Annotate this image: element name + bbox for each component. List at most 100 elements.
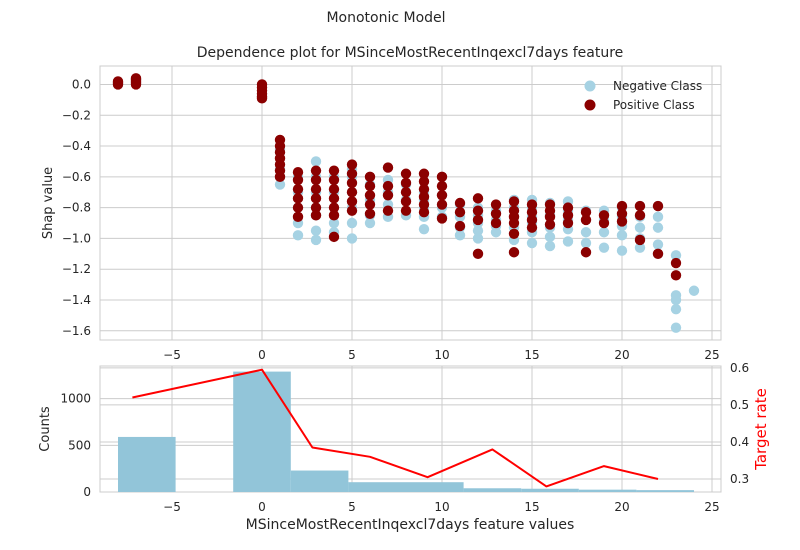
y-tick-label: −0.8 [62, 201, 91, 215]
point-negative-class [418, 223, 430, 235]
point-positive-class [292, 202, 304, 213]
legend-label-positive: Positive Class [613, 98, 695, 112]
point-positive-class [328, 183, 340, 195]
point-positive-class [508, 247, 520, 258]
y2-tick-label: 0.5 [730, 398, 749, 412]
dependence-plot-y-ticks: 0.0 −0.2 −0.4 −0.6 −0.8 −1.0 −1.2 −1.4 −1.6 [62, 77, 91, 337]
point-positive-class [400, 177, 412, 189]
x-tick-label: 25 [704, 500, 719, 514]
x-tick-label: 25 [704, 348, 719, 362]
point-positive-class [328, 210, 340, 221]
point-negative-class [310, 156, 322, 167]
point-positive-class [436, 213, 448, 224]
point-positive-class [652, 248, 664, 259]
point-positive-class [472, 248, 484, 259]
point-positive-class [130, 73, 142, 84]
point-positive-class [328, 165, 340, 176]
point-positive-class [346, 159, 358, 170]
point-positive-class [508, 196, 520, 207]
y-tick-label: −1.6 [62, 324, 91, 338]
point-negative-class [310, 234, 322, 246]
point-negative-class [634, 242, 646, 253]
point-positive-class [418, 168, 430, 179]
x-tick-label: 5 [348, 500, 356, 514]
point-positive-class [112, 76, 124, 87]
point-positive-class [544, 219, 556, 230]
point-positive-class [292, 193, 304, 204]
point-positive-class [598, 217, 610, 229]
point-positive-class [436, 171, 448, 183]
point-positive-class [364, 208, 376, 219]
histogram-bar [348, 482, 406, 492]
target-rate-line-group [132, 368, 659, 488]
point-positive-class [436, 190, 448, 201]
point-positive-class [616, 208, 628, 219]
histogram-bar [636, 490, 694, 492]
point-positive-class [418, 199, 430, 210]
point-positive-class [346, 205, 358, 216]
point-positive-class [454, 197, 466, 209]
point-positive-class [670, 270, 682, 281]
histogram-y-ticks: 0 500 1000 [60, 392, 91, 499]
point-positive-class [400, 187, 412, 198]
point-positive-class [382, 190, 394, 201]
point-positive-class [346, 196, 358, 207]
histogram-bar [578, 489, 637, 492]
point-positive-class [634, 234, 646, 246]
point-negative-class [670, 294, 682, 306]
point-negative-class [490, 227, 502, 238]
point-negative-class [544, 231, 556, 243]
y-tick-label: 0 [83, 485, 91, 499]
point-positive-class [292, 211, 304, 223]
point-positive-class [400, 205, 412, 216]
point-positive-class [616, 200, 628, 212]
point-positive-class [382, 162, 394, 173]
y-tick-label: −1.0 [62, 231, 91, 245]
point-positive-class [526, 222, 538, 233]
point-positive-class [274, 171, 286, 183]
point-negative-class [526, 237, 538, 249]
y-tick-label: 1000 [60, 392, 91, 406]
x-tick-label: 15 [524, 348, 539, 362]
point-positive-class [490, 208, 502, 219]
x-tick-label: 0 [258, 500, 266, 514]
y-tick-label: −1.4 [62, 293, 91, 307]
point-positive-class [472, 193, 484, 204]
point-positive-class [562, 217, 574, 229]
x-tick-label: 15 [524, 500, 539, 514]
point-negative-class [328, 217, 340, 229]
point-negative-class [634, 222, 646, 233]
point-positive-class [598, 210, 610, 221]
x-tick-label: 20 [614, 500, 629, 514]
figure-suptitle: Monotonic Model [326, 10, 445, 26]
y-tick-label: 500 [68, 438, 91, 452]
y2-tick-label: 0.4 [730, 435, 749, 449]
point-positive-class [418, 176, 430, 187]
point-positive-class [580, 247, 592, 258]
histogram-bar [290, 470, 349, 492]
point-positive-class [526, 214, 538, 226]
histogram-bar [521, 488, 579, 492]
point-positive-class [310, 193, 322, 204]
point-positive-class [454, 207, 466, 218]
point-positive-class [544, 211, 556, 223]
point-positive-class [472, 214, 484, 226]
legend-label-negative: Negative Class [613, 79, 702, 93]
y-tick-label: −1.2 [62, 262, 91, 276]
y-tick-label: −0.6 [62, 170, 91, 184]
point-negative-class [670, 304, 682, 315]
histogram-panel: −5 0 5 10 15 20 25 0 500 1000 0.3 0.4 0.5 0.6 Count… [38, 361, 770, 533]
point-positive-class [328, 231, 340, 243]
point-positive-class [526, 199, 538, 210]
point-negative-class [670, 250, 682, 261]
point-positive-class [508, 228, 520, 239]
target-rate-line [132, 368, 659, 488]
point-negative-class [364, 217, 376, 229]
histogram-bar [406, 482, 464, 492]
point-positive-class [382, 205, 394, 216]
point-positive-class [634, 210, 646, 221]
point-positive-class [328, 174, 340, 186]
point-positive-class [346, 177, 358, 189]
point-negative-class [670, 322, 682, 333]
